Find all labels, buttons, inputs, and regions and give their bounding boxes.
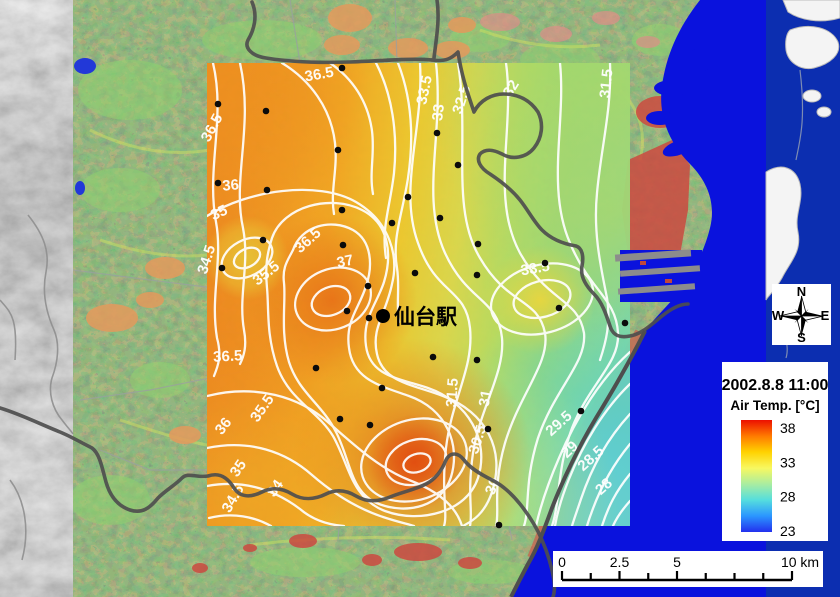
measurement-station-dot xyxy=(312,364,320,372)
measurement-station-dot xyxy=(473,271,481,279)
compass-s: S xyxy=(797,330,806,345)
harbor xyxy=(614,249,702,302)
measurement-station-dot xyxy=(577,407,585,415)
measurement-station-dot xyxy=(388,219,396,227)
scale-bar: 0 2.5 5 10 km xyxy=(553,551,823,587)
measurement-station-dot xyxy=(338,206,346,214)
legend-datetime: 2002.8.8 11:00 xyxy=(722,377,829,394)
measurement-station-dot xyxy=(263,186,271,194)
pond xyxy=(75,181,85,195)
measurement-station-dot xyxy=(214,179,222,187)
scalebar-number: 2.5 xyxy=(610,554,630,570)
measurement-station-dot xyxy=(436,214,444,222)
sendai-station-label: 仙台駅 xyxy=(394,305,458,329)
measurement-station-dot xyxy=(429,353,437,361)
measurement-station-dot xyxy=(433,129,441,137)
sendai-station-dot xyxy=(376,309,390,323)
contour-label: 31.5 xyxy=(597,68,617,99)
contour-label: 36 xyxy=(212,414,236,438)
measurement-station-dot xyxy=(334,146,342,154)
scalebar-number: 5 xyxy=(673,554,681,570)
bay-arms xyxy=(646,45,723,157)
measurement-station-dot xyxy=(214,100,222,108)
contour-label: 36 xyxy=(222,176,240,194)
measurement-station-dot xyxy=(404,193,412,201)
field-patches xyxy=(70,20,688,584)
legend-title: Air Temp. [°C] xyxy=(730,398,819,413)
sendai-station: 仙台駅 xyxy=(376,305,458,329)
contour-label: 31 xyxy=(476,389,496,408)
scalebar-number: 0 xyxy=(558,554,566,570)
measurement-station-dot xyxy=(218,264,226,272)
legend-panel: 2002.8.8 11:00 Air Temp. [°C] 38 33 28 23 xyxy=(722,362,829,541)
contour-lines xyxy=(207,63,630,526)
measurement-station-dot xyxy=(336,415,344,423)
compass-rose: N S W E xyxy=(772,284,831,345)
contour-label: 35 xyxy=(208,202,230,224)
field-veins xyxy=(89,28,644,547)
legend-scale-value: 23 xyxy=(780,523,796,539)
contour-label: 33.5 xyxy=(413,74,436,106)
measurement-station-dot xyxy=(365,314,373,322)
scalebar-number: 10 km xyxy=(781,554,819,570)
measurement-station-dot xyxy=(343,307,351,315)
measurement-station-dot xyxy=(364,282,372,290)
measurement-station-dot xyxy=(259,236,267,244)
municipal-boundary xyxy=(0,0,690,597)
compass-star-icon xyxy=(779,295,824,337)
legend-scale-values: 38 33 28 23 xyxy=(780,420,796,539)
contour-label: 35 xyxy=(227,457,250,480)
measurement-station-dot xyxy=(262,107,270,115)
coastline xyxy=(509,330,647,597)
measurement-station-dot xyxy=(454,161,462,169)
contour-label: 37 xyxy=(335,252,355,272)
contour-label: 36.5 xyxy=(213,347,243,366)
terrain-strip xyxy=(0,0,74,597)
legend-scale-value: 33 xyxy=(780,454,796,470)
terrain-boundaries xyxy=(0,214,74,561)
scalebar-labels: 0 2.5 5 10 km xyxy=(558,554,819,570)
measurement-station-dot xyxy=(555,304,563,312)
legend-box xyxy=(722,362,828,541)
reservoir xyxy=(74,58,96,74)
contour-label: 31.5 xyxy=(443,378,462,408)
urban-pink-patches xyxy=(480,11,660,48)
contour-label: 30 xyxy=(482,475,504,497)
legend-color-ramp xyxy=(741,420,772,532)
legend-scale-value: 38 xyxy=(780,420,796,436)
measurement-station-dot xyxy=(339,241,347,249)
measurement-station-dot xyxy=(621,319,629,327)
scalebar-marks xyxy=(560,571,794,582)
harbor-piers xyxy=(614,249,701,295)
measurement-station-dot xyxy=(474,240,482,248)
measurement-station-dot xyxy=(378,384,386,392)
compass-w: W xyxy=(772,308,785,323)
contour-label: 36.5 xyxy=(303,64,335,86)
measurement-station-dot xyxy=(484,425,492,433)
suburb-patches xyxy=(86,4,476,444)
measurement-station-dot xyxy=(495,521,503,529)
measurement-station-dot xyxy=(411,269,419,277)
compass-n: N xyxy=(797,284,806,299)
measurement-station-dot xyxy=(541,259,549,267)
contour-label: 33 xyxy=(429,103,448,122)
compass-e: E xyxy=(821,308,830,323)
legend-scale-value: 28 xyxy=(780,489,796,505)
measurement-station-dot xyxy=(338,64,346,72)
measurement-station-dot xyxy=(366,421,374,429)
measurement-station-dot xyxy=(473,356,481,364)
station-dots xyxy=(214,64,629,529)
